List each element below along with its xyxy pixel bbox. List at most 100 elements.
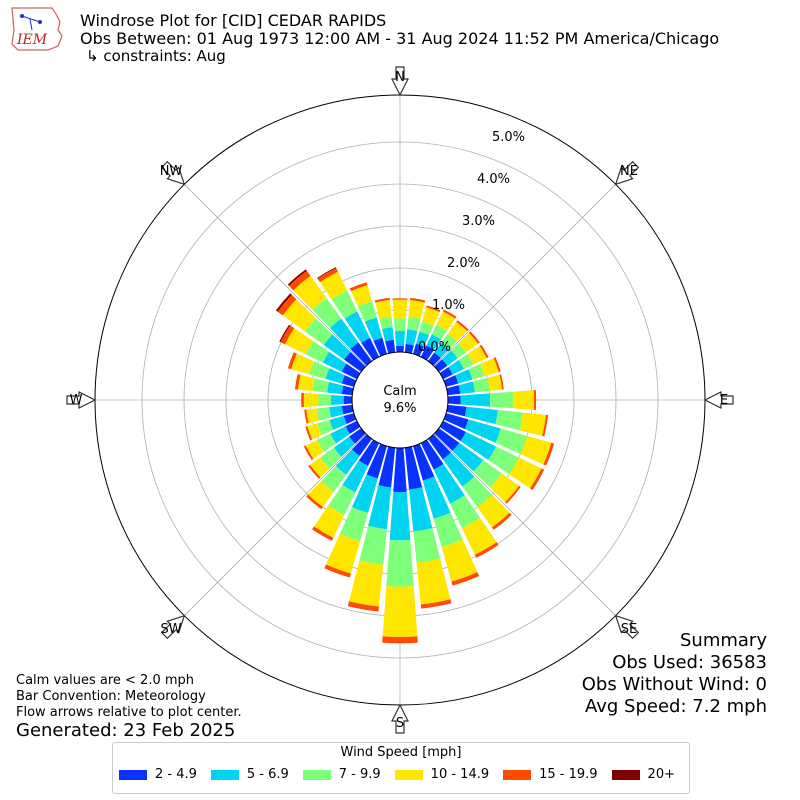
legend-item-5: 20+ [611, 767, 675, 782]
bar-320-2 [312, 298, 342, 328]
bar-50-1 [441, 350, 458, 366]
bar-190-2 [359, 525, 387, 565]
bar-310-1 [323, 334, 351, 360]
grid-spoke-315 [184, 184, 367, 367]
bar-190-4 [347, 601, 380, 612]
bar-230-1 [333, 436, 356, 457]
dir-sw: SW [160, 622, 181, 637]
bar-90-2 [489, 391, 514, 409]
bar-70-1 [455, 369, 473, 384]
legend: Wind Speed [mph] 2 - 4.9 5 - 6.9 7 - 9.9 10… [112, 742, 690, 794]
bar-130-1 [452, 442, 484, 472]
r-tick-4: 4.0% [477, 172, 510, 187]
legend-item-2: 7 - 9.9 [302, 767, 381, 782]
summary-title: Summary [680, 630, 767, 651]
legend-item-3: 10 - 14.9 [394, 767, 489, 782]
flow-arrow-270 [66, 391, 97, 409]
bar-290-2 [309, 361, 330, 379]
bar-230-3 [309, 457, 330, 478]
bar-240-2 [317, 433, 336, 452]
bar-130-0 [434, 428, 460, 452]
bar-240-0 [345, 420, 361, 435]
bar-60-2 [458, 354, 474, 370]
bar-270-4 [301, 392, 304, 408]
bar-120-2 [488, 446, 519, 475]
grid-spoke-45 [433, 184, 616, 367]
bar-80-3 [487, 374, 503, 391]
bar-330-3 [319, 271, 348, 300]
bar-150-0 [420, 439, 444, 470]
legend-swatch-4 [503, 769, 532, 780]
bar-250-0 [343, 413, 357, 424]
calm-circle [351, 351, 449, 449]
bar-30-0 [420, 345, 435, 361]
flow-arrow-0 [391, 66, 409, 97]
constraints: ↳ constraints: Aug [86, 47, 226, 65]
bar-230-0 [349, 428, 366, 444]
bar-80-4 [499, 374, 504, 390]
bar-90-4 [533, 390, 537, 410]
bar-0-0 [396, 345, 404, 353]
summary: Summary Obs Used: 36583 Obs Without Wind… [582, 630, 768, 717]
dir-e: E [720, 393, 728, 408]
bar-240-1 [330, 426, 350, 444]
bar-140-4 [491, 512, 512, 530]
legend-label-0: 2 - 4.9 [155, 767, 197, 782]
bar-140-2 [462, 476, 493, 508]
bar-340-0 [373, 337, 387, 357]
bar-200-2 [339, 506, 369, 542]
bar-160-3 [441, 539, 478, 582]
bar-180-4 [382, 636, 418, 644]
bar-80-1 [458, 381, 475, 394]
flow-arrow-225 [160, 614, 186, 640]
bar-0-4 [392, 298, 408, 300]
bar-300-1 [322, 351, 347, 372]
bar-150-1 [433, 464, 465, 504]
note-calm: Calm values are < 2.0 mph [16, 673, 194, 688]
legend-item-1: 5 - 6.9 [210, 767, 289, 782]
bar-320-4 [288, 270, 311, 291]
bar-200-0 [366, 443, 387, 479]
bar-160-4 [451, 572, 480, 586]
dir-ne: NE [620, 164, 638, 179]
bar-340-2 [357, 301, 377, 322]
bar-290-4 [287, 352, 297, 370]
flow-arrows [66, 66, 734, 734]
bar-50-0 [434, 359, 448, 372]
bar-160-1 [422, 476, 451, 519]
bar-120-1 [460, 431, 497, 461]
r-tick-5: 5.0% [492, 130, 525, 145]
notes: Calm values are < 2.0 mph Bar Convention… [16, 673, 242, 741]
summary-obs-without-wind: Obs Without Wind: 0 [582, 674, 767, 695]
bar-50-3 [458, 332, 479, 353]
bar-10-2 [407, 316, 421, 332]
bar-140-3 [477, 494, 510, 528]
bar-120-0 [439, 420, 466, 442]
bar-350-2 [379, 316, 393, 330]
bar-20-4 [426, 305, 441, 313]
summary-avg-speed: Avg Speed: 7.2 mph [585, 696, 767, 717]
bar-180-2 [386, 540, 414, 587]
bar-40-2 [441, 333, 457, 350]
bar-280-1 [327, 382, 344, 395]
bar-150-3 [462, 517, 497, 555]
bar-280-0 [341, 385, 354, 396]
bar-270-2 [318, 394, 332, 406]
bar-200-4 [324, 564, 351, 578]
bar-20-3 [422, 307, 440, 326]
bar-40-3 [447, 321, 468, 342]
bar-170-0 [404, 446, 423, 490]
bar-300-3 [284, 328, 314, 355]
bar-310-5 [275, 293, 292, 312]
bar-260-0 [341, 404, 354, 415]
dir-s: S [396, 716, 404, 731]
r-tick-1: 1.0% [432, 298, 465, 313]
legend-swatch-0 [119, 769, 147, 780]
bar-100-2 [495, 409, 523, 431]
bar-220-0 [351, 434, 372, 456]
bar-180-0 [393, 447, 407, 493]
bar-70-4 [493, 357, 501, 373]
bar-170-2 [413, 527, 441, 563]
bar-170-4 [420, 599, 452, 609]
